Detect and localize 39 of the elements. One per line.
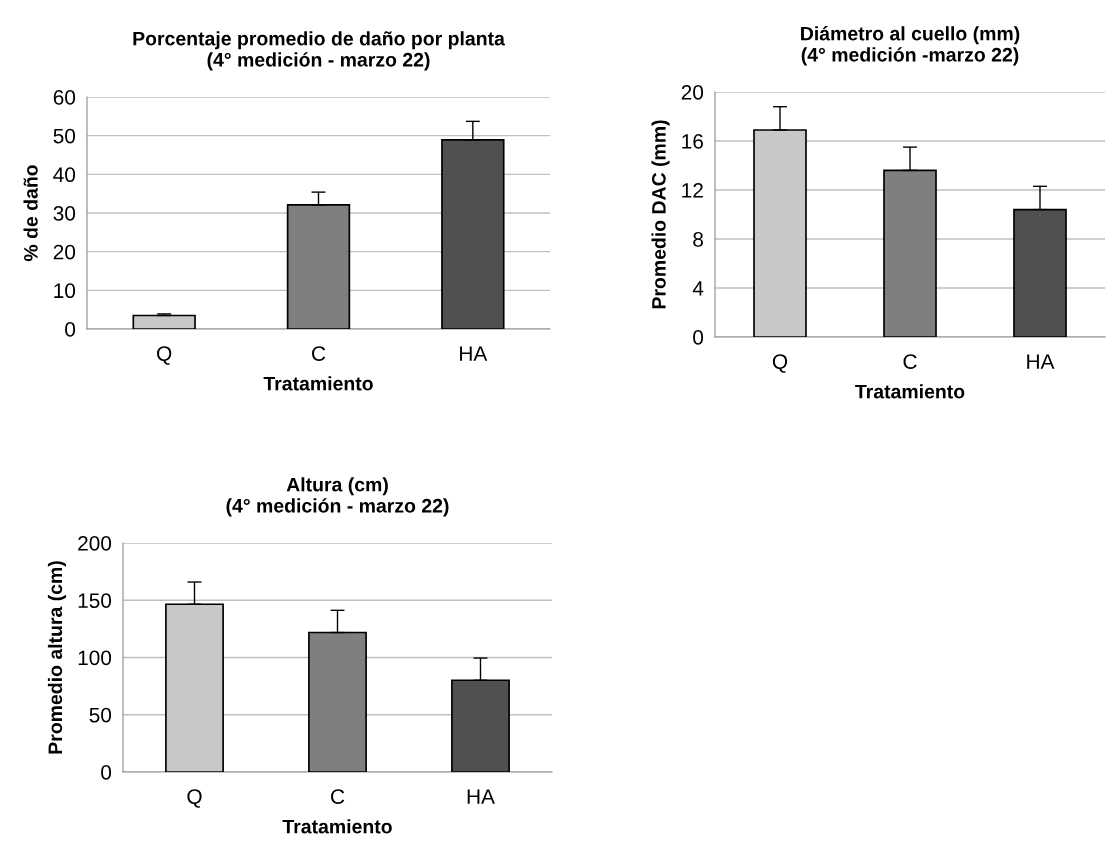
chart-title: Diámetro al cuello (mm) (4° medición -marzo 22): [801, 26, 1020, 66]
y-tick-label: 150: [78, 593, 112, 608]
x-axis-title: Tratamiento: [263, 376, 373, 391]
bar: [132, 314, 196, 329]
y-tick-label: 0: [65, 322, 76, 337]
x-tick-label: Q: [772, 354, 788, 373]
x-tick-label: HA: [1027, 354, 1055, 369]
y-tick-label: 50: [89, 707, 112, 723]
y-tick-label: 20: [53, 244, 76, 260]
y-axis-title: Promedio altura (cm): [47, 561, 67, 754]
chart-title: Porcentaje promedio de daño por planta (4° medición - marzo 22): [133, 31, 506, 71]
x-tick-label: C: [312, 346, 326, 361]
y-tick-label: 12: [682, 183, 703, 198]
y-tick-label: 100: [78, 650, 112, 666]
y-tick-label: 10: [54, 283, 76, 299]
y-tick-label: 8: [693, 232, 703, 247]
x-axis-title: Tratamiento: [855, 384, 965, 399]
chart-title: Altura (cm) (4° medición - marzo 22): [226, 477, 449, 517]
x-tick-label: HA: [460, 346, 488, 361]
bar: [441, 139, 505, 329]
y-tick-label: 0: [101, 765, 112, 780]
y-tick-label: 4: [692, 281, 704, 296]
y-tick-label: 30: [53, 206, 76, 221]
y-axis-title: % de daño: [23, 165, 38, 262]
x-tick-label: Q: [157, 346, 172, 365]
y-tick-label: 60: [53, 90, 76, 105]
y-tick-label: 50: [53, 128, 76, 144]
x-tick-label: Q: [187, 789, 202, 808]
y-tick-label: 20: [681, 85, 704, 100]
y-tick-label: 200: [78, 536, 112, 551]
y-axis-title: Promedio DAC (mm): [651, 120, 670, 309]
x-tick-label: HA: [467, 789, 495, 804]
y-tick-label: 16: [682, 134, 703, 149]
x-tick-label: C: [331, 789, 345, 804]
y-tick-label: 40: [53, 167, 76, 183]
y-tick-label: 0: [693, 330, 704, 345]
bar: [286, 204, 351, 329]
x-tick-label: C: [903, 354, 917, 369]
x-axis-title: Tratamiento: [282, 819, 392, 834]
